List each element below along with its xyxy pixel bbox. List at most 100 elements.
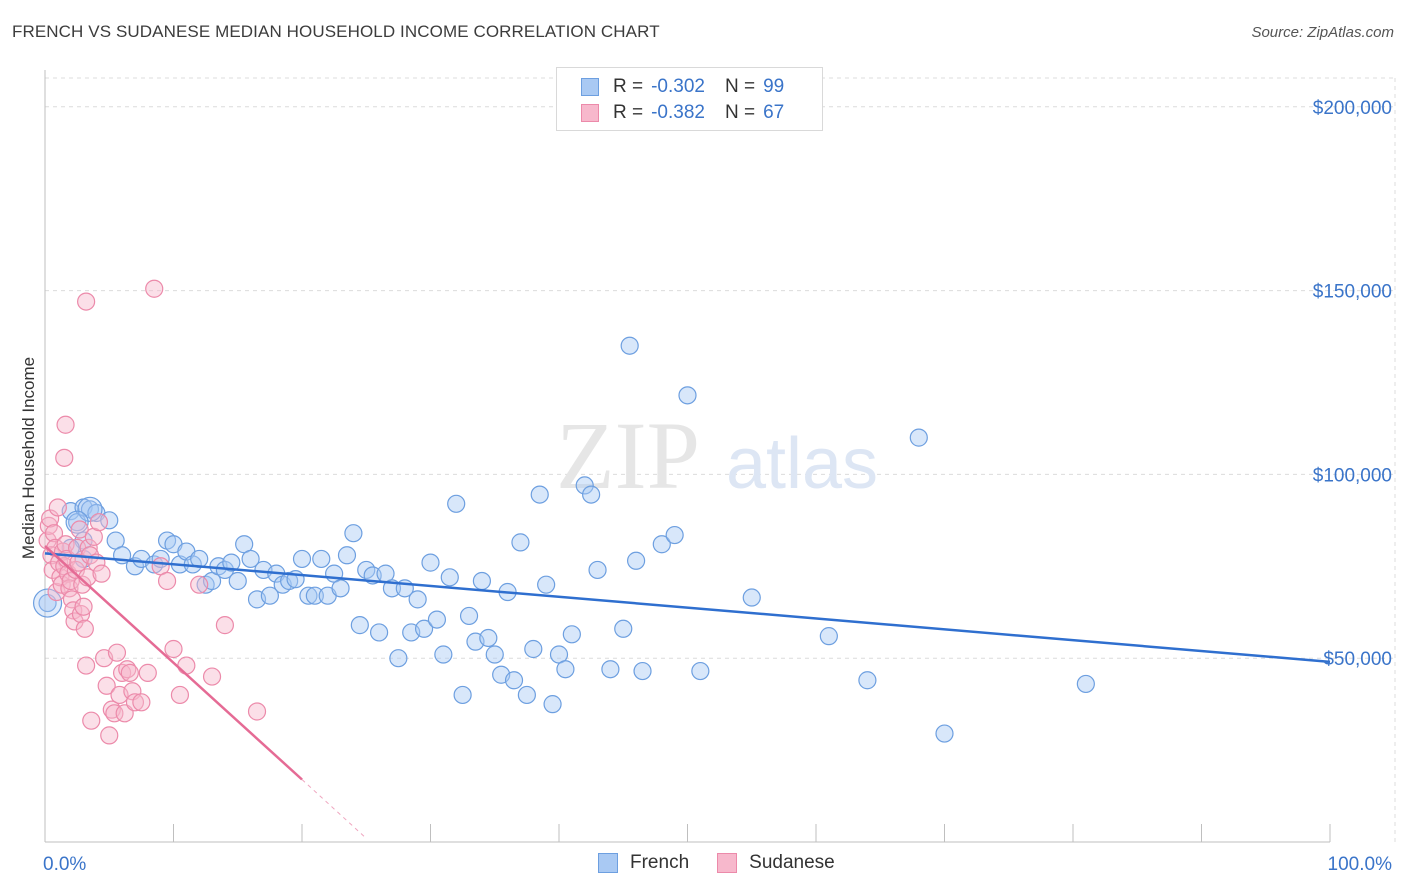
legend-series: French Sudanese: [598, 852, 863, 874]
point-sudanese: [170, 685, 190, 705]
point-french: [299, 586, 318, 605]
legend-label-french: French: [630, 852, 690, 873]
y-tick-label: $200,000: [1313, 98, 1392, 119]
x-tick-label: 0.0%: [43, 854, 86, 875]
point-sudanese: [215, 616, 234, 635]
point-french: [511, 533, 530, 552]
point-french: [292, 549, 312, 569]
point-french: [472, 571, 491, 591]
point-french: [678, 386, 697, 405]
legend-swatch-french: [581, 78, 599, 96]
point-french: [620, 336, 639, 355]
point-french: [504, 671, 524, 690]
point-french: [350, 616, 369, 635]
x-tick-label: 100.0%: [1328, 854, 1393, 875]
point-french: [447, 494, 466, 513]
point-french: [588, 560, 607, 580]
legend-label-sudanese: Sudanese: [749, 852, 835, 873]
point-sudanese: [190, 575, 209, 594]
legend-n-value: 67: [763, 102, 785, 123]
point-french: [280, 571, 299, 591]
point-sudanese: [202, 667, 222, 686]
point-sudanese: [82, 711, 101, 730]
point-french: [32, 588, 63, 618]
point-french: [633, 661, 652, 681]
watermark-atlas: atlas: [726, 424, 878, 504]
legend-r-label: R =: [613, 76, 644, 97]
trend-line-french: [44, 552, 1331, 664]
axes: [44, 70, 1331, 843]
series-french: [32, 336, 1095, 743]
legend-swatch-sudanese: [581, 104, 599, 122]
point-french: [337, 546, 357, 565]
point-french: [421, 553, 440, 572]
point-french: [344, 524, 363, 543]
point-french: [241, 549, 260, 569]
legend-row-sudanese: R = -0.382 N = 67: [581, 101, 784, 125]
point-sudanese: [89, 513, 109, 532]
point-sudanese: [120, 663, 139, 682]
point-french: [524, 639, 543, 659]
legend-stats: R = -0.302 N = 99 R = -0.382 N = 67: [556, 67, 823, 131]
legend-n-label: N =: [724, 76, 756, 97]
tick-labels: $50,000 $100,000 $150,000 $200,000 0.0% 100.0…: [43, 98, 1392, 875]
y-tick-label: $50,000: [1323, 649, 1392, 670]
point-sudanese: [65, 612, 84, 631]
point-french: [414, 619, 434, 638]
point-french: [858, 671, 877, 690]
legend-r-label: R =: [613, 102, 644, 123]
point-french: [305, 586, 324, 605]
watermark-zip: ZIP: [556, 402, 700, 509]
point-french: [909, 428, 928, 447]
y-axis-label: Median Household Income: [19, 357, 38, 559]
trend-line-sudanese: [44, 545, 303, 781]
point-french: [459, 606, 479, 626]
legend-r-value: -0.382: [651, 102, 705, 123]
point-sudanese: [55, 448, 74, 467]
point-sudanese: [157, 571, 177, 591]
point-sudanese: [97, 676, 116, 695]
point-french: [530, 485, 549, 504]
point-french: [665, 525, 684, 545]
point-french: [222, 553, 241, 572]
point-french: [331, 579, 350, 598]
chart-title: FRENCH VS SUDANESE MEDIAN HOUSEHOLD INCO…: [12, 22, 660, 41]
point-sudanese: [92, 564, 111, 583]
legend-item-sudanese[interactable]: Sudanese: [717, 852, 835, 874]
point-french: [543, 695, 562, 714]
point-french: [408, 590, 427, 609]
point-sudanese: [77, 292, 96, 311]
point-french: [582, 485, 601, 504]
legend-swatch-french: [598, 853, 618, 873]
point-french: [537, 575, 556, 594]
point-sudanese: [77, 656, 96, 675]
point-french: [228, 571, 247, 591]
legend-swatch-sudanese: [717, 853, 738, 873]
point-sudanese: [56, 535, 75, 554]
point-sudanese: [70, 520, 89, 539]
legend-item-french[interactable]: French: [598, 852, 689, 874]
point-french: [626, 551, 646, 570]
point-sudanese: [56, 415, 75, 434]
point-sudanese: [71, 604, 91, 624]
point-sudanese: [247, 702, 267, 721]
point-french: [935, 724, 954, 743]
point-french: [819, 627, 838, 646]
point-french: [260, 586, 279, 605]
trend-lines: [44, 545, 1331, 839]
point-french: [389, 649, 408, 668]
source-credit: Source: ZipAtlas.com: [1251, 24, 1394, 41]
point-sudanese: [145, 279, 164, 298]
point-french: [556, 660, 575, 679]
point-french: [370, 623, 389, 642]
point-french: [434, 645, 453, 664]
point-french: [575, 476, 594, 495]
legend-n-label: N =: [724, 102, 756, 123]
legend-n-value: 99: [763, 76, 785, 97]
point-sudanese: [105, 704, 124, 723]
point-sudanese: [44, 524, 64, 543]
point-sudanese: [100, 726, 119, 745]
legend-r-value: -0.302: [651, 76, 705, 97]
point-sudanese: [43, 560, 62, 580]
